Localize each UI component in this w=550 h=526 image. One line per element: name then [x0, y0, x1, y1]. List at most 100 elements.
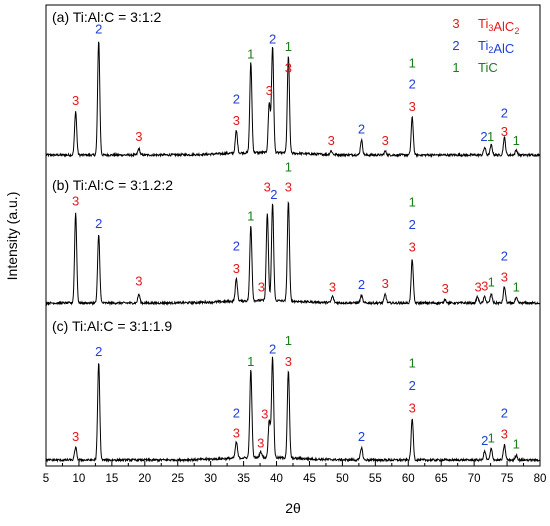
x-tick-label-80: 80	[534, 473, 547, 485]
peak-label-a-13: 3	[409, 99, 416, 114]
legend-label-1: TiC	[478, 60, 498, 75]
peak-label-c-9: 1	[285, 333, 292, 348]
x-tick-label-50: 50	[336, 473, 349, 485]
peak-label-c-10: 2	[358, 429, 365, 444]
peak-label-c-16: 3	[501, 427, 508, 442]
peak-label-c-15: 1	[488, 430, 495, 445]
peak-label-a-1: 2	[95, 22, 102, 37]
legend-marker-1: 1	[452, 60, 459, 75]
peak-label-b-2: 3	[135, 273, 142, 288]
peak-label-b-22: 2	[501, 248, 508, 263]
peak-label-c-6: 3	[261, 407, 268, 422]
xrd-traces	[45, 41, 541, 463]
peak-label-b-13: 3	[382, 276, 389, 291]
x-tick-label-15: 15	[105, 473, 118, 485]
peak-label-a-15: 1	[409, 55, 416, 70]
peak-label-c-17: 2	[501, 405, 508, 420]
panel-a-title: (a) Ti:Al:C = 3:1:2	[52, 9, 162, 25]
xrd-pattern-c	[45, 356, 541, 463]
peak-label-c-14: 2	[481, 433, 488, 448]
peak-label-a-11: 2	[358, 122, 365, 137]
peak-label-a-4: 2	[233, 92, 240, 107]
peak-label-a-18: 3	[501, 124, 508, 139]
peak-label-a-8: 3	[285, 60, 292, 75]
peak-label-a-5: 1	[247, 47, 254, 62]
peak-label-b-7: 3	[264, 180, 271, 195]
panel-b-title: (b) Ti:Al:C = 3:1.2:2	[52, 177, 173, 193]
peak-label-a-0: 3	[72, 93, 79, 108]
peak-label-b-6: 3	[258, 280, 265, 295]
peak-label-b-14: 3	[409, 240, 416, 255]
peak-label-a-2: 3	[135, 129, 142, 144]
x-axis-title: 2θ	[285, 500, 301, 516]
y-axis-title: Intensity (a.u.)	[4, 192, 20, 281]
peak-label-a-6: 3	[266, 83, 273, 98]
plot-frame	[45, 4, 541, 467]
peak-label-b-12: 2	[358, 277, 365, 292]
peak-label-b-18: 3	[474, 280, 481, 295]
xrd-pattern-b	[45, 200, 541, 307]
x-tick-label-45: 45	[303, 473, 316, 485]
peak-label-c-1: 2	[95, 344, 102, 359]
legend-label-3: Ti3AlC2	[478, 16, 519, 36]
peak-label-b-4: 2	[233, 238, 240, 253]
peak-label-a-14: 2	[409, 77, 416, 92]
peak-label-c-0: 3	[72, 429, 79, 444]
peak-label-c-2: 3	[233, 425, 240, 440]
peak-label-a-3: 3	[233, 113, 240, 128]
legend: 3 Ti3AlC2 2 Ti2AlC 1 TiC	[452, 16, 519, 75]
x-tick-label-5: 5	[43, 473, 49, 485]
peak-label-b-20: 1	[488, 275, 495, 290]
x-tick-label-40: 40	[270, 473, 283, 485]
peak-label-a-16: 2	[480, 129, 487, 144]
peak-label-c-11: 3	[409, 400, 416, 415]
legend-marker-2: 2	[452, 38, 459, 53]
x-tick-label-70: 70	[468, 473, 481, 485]
peak-label-c-4: 1	[247, 354, 254, 369]
peak-label-c-13: 1	[409, 355, 416, 370]
panel-titles: (a) Ti:Al:C = 3:1:2 (b) Ti:Al:C = 3:1.2:…	[52, 9, 173, 334]
x-axis: 5 10 15 20 25 30 35 40 45 50 55 60 65 70 75 80	[43, 461, 547, 485]
peak-label-b-9: 3	[285, 180, 292, 195]
peak-label-a-10: 3	[328, 133, 335, 148]
peak-label-c-3: 2	[233, 405, 240, 420]
x-tick-label-35: 35	[237, 473, 250, 485]
peak-label-b-3: 3	[233, 261, 240, 276]
peak-label-a-19: 2	[501, 105, 508, 120]
peak-label-b-10: 1	[285, 160, 292, 175]
peak-label-b-8: 2	[270, 187, 277, 202]
legend-label-2: Ti2AlC	[478, 38, 514, 56]
peak-label-b-0: 3	[72, 193, 79, 208]
peak-label-a-12: 3	[382, 133, 389, 148]
peak-label-c-8: 3	[285, 354, 292, 369]
peak-label-b-19: 3	[481, 278, 488, 293]
x-tick-label-25: 25	[171, 473, 184, 485]
peak-label-b-21: 3	[501, 270, 508, 285]
peak-label-c-12: 2	[409, 378, 416, 393]
peak-label-c-18: 1	[513, 437, 520, 452]
peak-label-b-15: 2	[409, 217, 416, 232]
x-tick-label-20: 20	[138, 473, 151, 485]
legend-marker-3: 3	[452, 16, 459, 31]
peak-label-a-9: 1	[285, 39, 292, 54]
x-tick-label-30: 30	[204, 473, 217, 485]
peak-label-a-20: 1	[513, 133, 520, 148]
peak-label-c-7: 2	[269, 342, 276, 357]
peak-label-b-16: 1	[409, 195, 416, 210]
x-tick-label-60: 60	[402, 473, 415, 485]
peak-label-b-23: 1	[513, 280, 520, 295]
peak-label-a-7: 2	[269, 32, 276, 47]
peak-label-b-17: 3	[442, 281, 449, 296]
peak-label-b-1: 2	[95, 216, 102, 231]
peak-label-c-5: 3	[257, 435, 264, 450]
x-tick-label-55: 55	[369, 473, 382, 485]
x-tick-label-10: 10	[73, 473, 86, 485]
peak-label-b-11: 3	[329, 280, 336, 295]
x-tick-label-75: 75	[501, 473, 514, 485]
xrd-pattern-a	[45, 41, 541, 158]
peak-label-a-17: 1	[487, 129, 494, 144]
x-tick-label-65: 65	[435, 473, 448, 485]
